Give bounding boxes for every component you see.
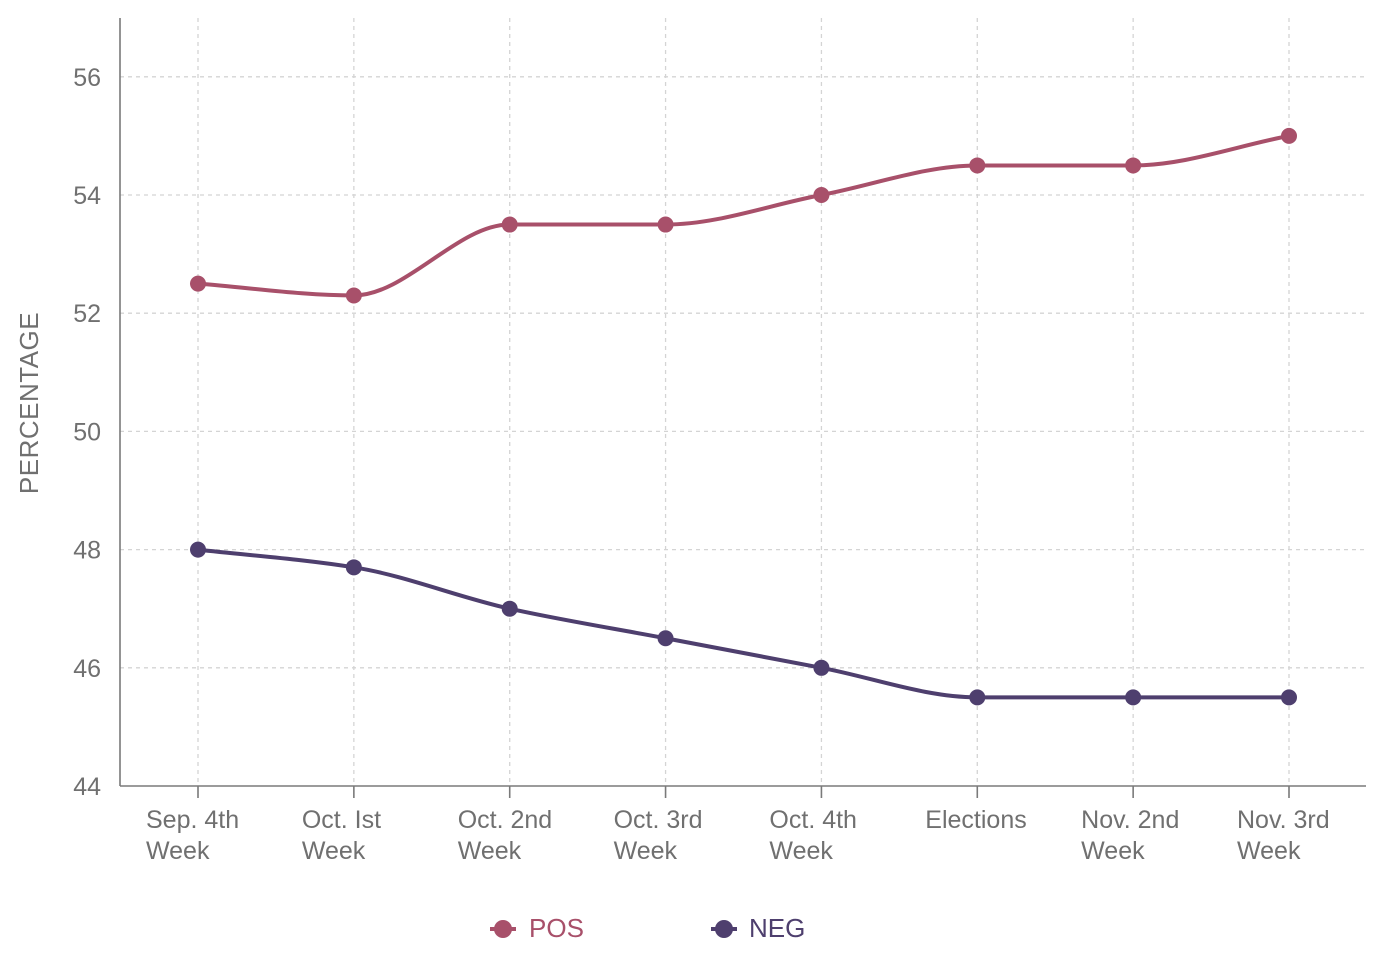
series-line-pos xyxy=(196,133,1291,298)
legend-item-pos[interactable]: POS xyxy=(490,913,584,943)
y-tick-label: 54 xyxy=(73,182,101,210)
y-tick-label: 46 xyxy=(73,655,101,683)
data-point-pos xyxy=(345,287,362,304)
x-tick-label: Sep. 4th Week xyxy=(146,806,239,865)
x-tick-label: Elections xyxy=(925,806,1026,834)
tick-labels: 44 46 48 50 52 54 56 Sep. 4th Week Oct. Ist Week Oc… xyxy=(73,64,1329,865)
legend-label: POS xyxy=(529,913,584,943)
data-point-neg xyxy=(501,600,518,617)
data-point-neg xyxy=(657,630,674,647)
legend[interactable]: POS NEG xyxy=(490,913,805,943)
y-tick-label: 56 xyxy=(73,64,101,92)
legend-marker-icon xyxy=(494,920,512,938)
axes xyxy=(119,18,1366,798)
data-point-neg xyxy=(1281,689,1297,706)
series-lines xyxy=(196,133,1291,700)
data-point-pos xyxy=(190,275,206,292)
data-point-pos xyxy=(969,157,986,174)
data-point-pos xyxy=(501,216,518,233)
data-point-neg xyxy=(813,659,830,676)
x-tick-label: Oct. 3rd Week xyxy=(614,806,703,865)
x-tick-label: Nov. 3rd Week xyxy=(1237,806,1330,865)
data-point-neg xyxy=(1125,689,1142,706)
x-tick-label: Oct. Ist Week xyxy=(302,806,381,865)
x-tick-label: Oct. 2nd Week xyxy=(458,806,553,865)
y-axis-title: PERCENTAGE xyxy=(14,312,44,494)
legend-item-neg[interactable]: NEG xyxy=(711,913,805,943)
y-tick-label: 52 xyxy=(73,300,101,328)
legend-label: NEG xyxy=(749,913,805,943)
y-tick-label: 44 xyxy=(73,773,101,801)
grid xyxy=(120,18,1366,786)
data-point-pos xyxy=(813,187,830,203)
data-point-pos xyxy=(657,216,674,233)
legend-marker-icon xyxy=(715,920,733,938)
series-line-neg xyxy=(196,547,1291,700)
y-tick-label: 48 xyxy=(73,537,101,565)
x-tick-label: Nov. 2nd Week xyxy=(1081,806,1179,865)
x-tick-label: Oct. 4th Week xyxy=(769,806,857,865)
data-point-pos xyxy=(1281,127,1297,144)
data-point-neg xyxy=(969,689,986,706)
y-tick-label: 50 xyxy=(73,418,101,446)
data-points xyxy=(190,127,1297,706)
data-point-pos xyxy=(1125,157,1142,174)
data-point-neg xyxy=(345,559,362,576)
data-point-neg xyxy=(190,541,206,558)
